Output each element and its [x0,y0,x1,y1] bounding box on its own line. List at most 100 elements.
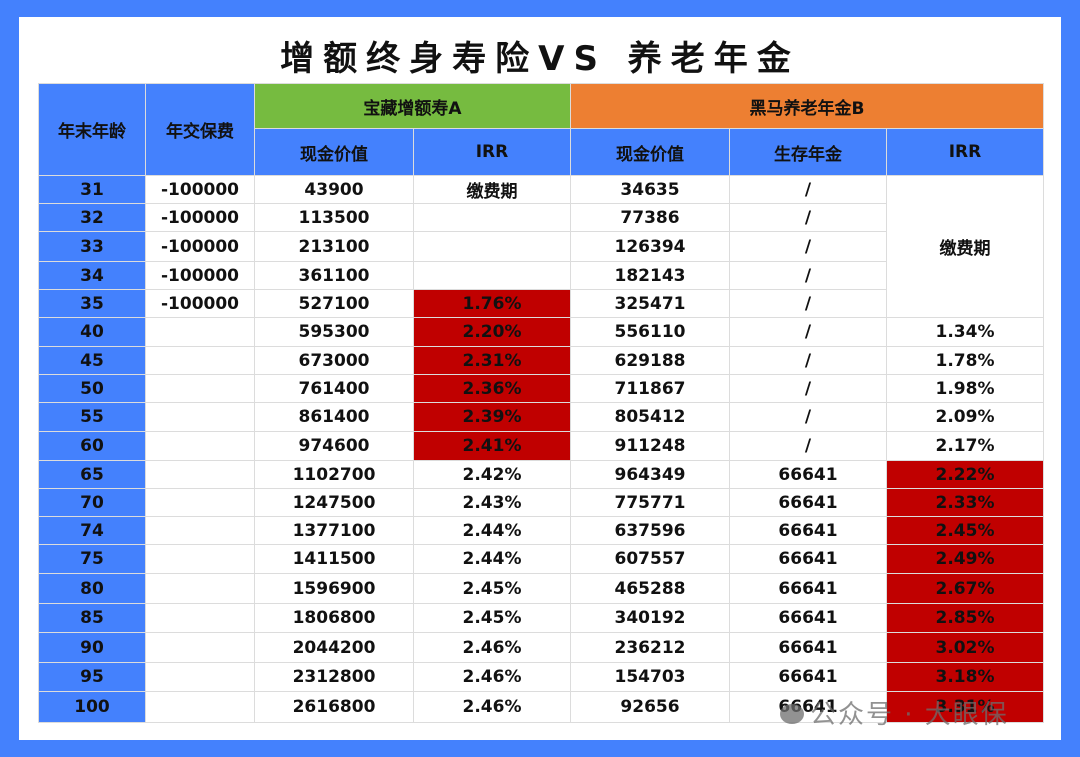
cell-b-cash-value: 775771 [570,488,730,517]
cell-a-irr: 2.45% [413,573,571,604]
cell-a-cash-value: 1102700 [254,460,414,489]
cell-b-irr: 2.22% [886,460,1044,489]
cell-a-irr: 2.42% [413,460,571,489]
cell-age: 50 [38,374,146,403]
cell-a-cash-value: 2616800 [254,691,414,723]
cell-a-irr: 2.31% [413,346,571,375]
table-row: 32 -100000 113500 77386/ [38,203,1044,232]
cell-a-cash-value: 1596900 [254,573,414,604]
header-product-a: 宝藏增额寿A [254,83,571,129]
cell-b-cash-value: 637596 [570,516,730,545]
cell-age: 35 [38,289,146,318]
cell-b-cash-value: 911248 [570,431,730,461]
cell-age: 100 [38,691,146,723]
cell-age: 40 [38,317,146,347]
cell-b-irr: 2.49% [886,544,1044,574]
table-row: 60 974600 2.41% 911248/2.17% [38,431,1044,461]
table-row: 34 -100000 361100 182143/ [38,261,1044,290]
cell-age: 70 [38,488,146,517]
cell-premium [145,460,255,489]
cell-premium [145,603,255,633]
cell-b-cash-value: 325471 [570,289,730,318]
table-row: 90 2044200 2.46% 236212 66641 3.02% [38,632,1044,663]
cell-premium: -100000 [145,289,255,318]
header-a-cash-value: 现金价值 [254,128,414,176]
cell-premium: -100000 [145,203,255,232]
cell-a-cash-value: 527100 [254,289,414,318]
cell-b-cash-value: 340192 [570,603,730,633]
cell-b-annuity: / [729,374,887,403]
cell-age: 75 [38,544,146,574]
cell-a-cash-value: 595300 [254,317,414,347]
table-row: 40 595300 2.20% 556110/1.34% [38,317,1044,347]
cell-premium [145,346,255,375]
cell-b-cash-value: 556110 [570,317,730,347]
cell-b-irr: 3.02% [886,632,1044,663]
header-b-cash-value: 现金价值 [570,128,730,176]
cell-age: 45 [38,346,146,375]
cell-premium [145,662,255,692]
cell-b-cash-value: 964349 [570,460,730,489]
cell-b-irr: 2.17% [886,431,1044,461]
cell-b-cash-value: 92656 [570,691,730,723]
cell-b-cash-value: 182143 [570,261,730,290]
cell-b-annuity: 66641 [729,603,887,633]
cell-a-irr: 1.76% [413,289,571,318]
header-age: 年末年龄 [38,83,146,176]
table-row: 74 1377100 2.44% 637596 66641 2.45% [38,516,1044,545]
cell-b-annuity: 66641 [729,573,887,604]
cell-b-irr: 1.34% [886,317,1044,347]
cell-b-irr: 2.33% [886,488,1044,517]
cell-age: 90 [38,632,146,663]
cell-b-irr: 1.78% [886,346,1044,375]
cell-b-cash-value: 465288 [570,573,730,604]
cell-b-cash-value: 154703 [570,662,730,692]
cell-a-cash-value: 2312800 [254,662,414,692]
cell-b-irr: 2.85% [886,603,1044,633]
cell-b-annuity: / [729,346,887,375]
cell-a-irr: 缴费期 [413,175,571,204]
cell-a-cash-value: 2044200 [254,632,414,663]
cell-a-irr: 2.41% [413,431,571,461]
cell-a-irr: 2.46% [413,662,571,692]
header-b-irr: IRR [886,128,1044,176]
cell-age: 85 [38,603,146,633]
cell-premium: -100000 [145,231,255,262]
cell-b-annuity: / [729,289,887,318]
cell-a-cash-value: 1411500 [254,544,414,574]
cell-b-cash-value: 711867 [570,374,730,403]
cell-a-cash-value: 361100 [254,261,414,290]
cell-premium [145,632,255,663]
table-row: 31 -100000 43900 缴费期 34635/缴费期 [38,175,1044,318]
cell-a-cash-value: 43900 [254,175,414,204]
cell-age: 34 [38,261,146,290]
table-row: 100 2616800 2.46% 92656 66641 3.31% [38,691,1044,723]
cell-age: 31 [38,175,146,204]
cell-a-irr: 2.43% [413,488,571,517]
cell-a-irr [413,261,571,290]
cell-age: 95 [38,662,146,692]
cell-premium: -100000 [145,261,255,290]
cell-a-cash-value: 1377100 [254,516,414,545]
cell-b-annuity: / [729,175,887,204]
cell-a-irr: 2.46% [413,691,571,723]
table-body: 31 -100000 43900 缴费期 34635/缴费期 32 -100000 11350… [38,175,1044,723]
cell-b-irr: 3.18% [886,662,1044,692]
header-product-b: 黑马养老年金B [570,83,1044,129]
cell-premium [145,317,255,347]
cell-b-cash-value: 629188 [570,346,730,375]
cell-b-annuity: 66641 [729,691,887,723]
table-row: 45 673000 2.31% 629188/1.78% [38,346,1044,375]
table-row: 85 1806800 2.45% 340192 66641 2.85% [38,603,1044,633]
table-row: 35 -100000 527100 1.76% 325471/ [38,289,1044,318]
cell-b-annuity: / [729,317,887,347]
table-row: 70 1247500 2.43% 775771 66641 2.33% [38,488,1044,517]
cell-a-cash-value: 974600 [254,431,414,461]
table-row: 65 1102700 2.42% 964349 66641 2.22% [38,460,1044,489]
cell-premium [145,516,255,545]
comparison-table: 年末年龄 年交保费 宝藏增额寿A 黑马养老年金B 现金价值 IRR 现金价值 生… [38,83,1044,723]
cell-age: 80 [38,573,146,604]
cell-a-irr: 2.39% [413,402,571,432]
cell-premium [145,431,255,461]
cell-b-irr: 3.31% [886,691,1044,723]
